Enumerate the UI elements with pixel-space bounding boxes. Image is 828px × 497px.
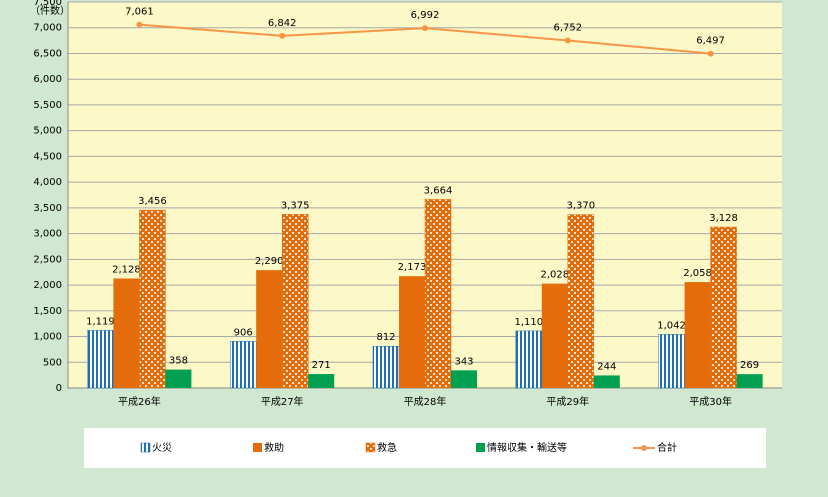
value-label: 358 [169,356,188,367]
bar [710,226,737,389]
value-label: 6,752 [553,22,582,33]
legend-swatch [140,442,151,453]
bar [451,370,477,388]
legend-swatch [641,445,647,451]
value-label: 906 [234,327,253,338]
line-point [564,37,571,44]
y-tick-label: 7,500 [33,0,62,8]
line-point [422,25,428,32]
legend-swatch [476,443,485,452]
line-point [136,21,143,28]
y-tick-label: 1,500 [33,306,62,317]
value-label: 3,375 [281,200,310,211]
y-tick-label: 6,000 [33,74,62,85]
bar [658,334,685,389]
legend-label: 救急 [377,441,397,454]
y-tick-label: 4,500 [33,151,62,162]
y-tick-label: 7,000 [33,23,62,34]
x-tick-label: 平成27年 [261,395,304,408]
y-tick-label: 5,500 [33,100,62,111]
y-tick-label: 5,000 [33,126,62,137]
value-label: 244 [597,361,616,372]
value-label: 1,119 [86,316,115,327]
bar [684,282,711,388]
legend-swatch [253,443,262,452]
legend-label: 火災 [152,442,172,454]
bar [399,276,425,388]
bar [515,330,543,389]
value-label: 6,497 [696,36,725,47]
value-label: 1,110 [514,317,543,328]
legend-label: 情報収集・輸送等 [487,441,567,454]
value-label: 2,173 [398,262,427,273]
y-tick-label: 500 [43,357,62,368]
bar [165,369,192,388]
bar [308,374,335,388]
value-label: 3,128 [709,213,738,224]
bar [139,209,166,389]
bar [372,345,400,389]
x-tick-label: 平成30年 [689,395,732,408]
y-tick-label: 2,500 [33,254,62,265]
bar [229,341,257,389]
value-label: 3,370 [566,201,595,212]
value-label: 1,042 [657,320,686,331]
line-point [279,32,286,39]
value-label: 3,456 [138,196,167,207]
y-tick-label: 3,500 [33,203,62,214]
y-tick-label: 6,500 [33,48,62,59]
bar [256,270,283,388]
y-tick-label: 4,000 [33,177,62,188]
value-label: 3,664 [424,185,453,196]
bar [424,199,452,389]
bar [281,214,309,389]
y-tick-label: 2,000 [33,280,62,291]
y-tick-label: 3,000 [33,229,62,240]
value-label: 2,290 [255,256,284,267]
bar [567,214,595,389]
value-label: 6,992 [411,10,440,21]
value-label: 812 [376,332,395,343]
x-tick-label: 平成29年 [546,395,589,408]
value-label: 269 [740,360,759,371]
bar [593,375,620,388]
bar [113,278,140,388]
value-label: 343 [454,356,473,367]
value-label: 7,061 [125,7,154,18]
value-label: 2,058 [683,268,712,279]
value-label: 6,842 [268,18,297,29]
x-tick-label: 平成26年 [118,395,161,408]
bar [541,283,568,388]
value-label: 2,128 [112,264,141,275]
legend-label: 救助 [264,441,284,454]
value-label: 2,028 [540,270,569,281]
legend-swatch [365,442,376,453]
y-tick-label: 0 [56,383,62,394]
bar [736,374,763,388]
y-axis-label: （件数） [30,4,70,17]
legend-label: 合計 [657,441,677,454]
y-tick-label: 1,000 [33,332,62,343]
value-label: 271 [312,360,331,371]
x-tick-label: 平成28年 [404,395,447,408]
line-point [707,50,714,57]
bar [87,330,114,389]
